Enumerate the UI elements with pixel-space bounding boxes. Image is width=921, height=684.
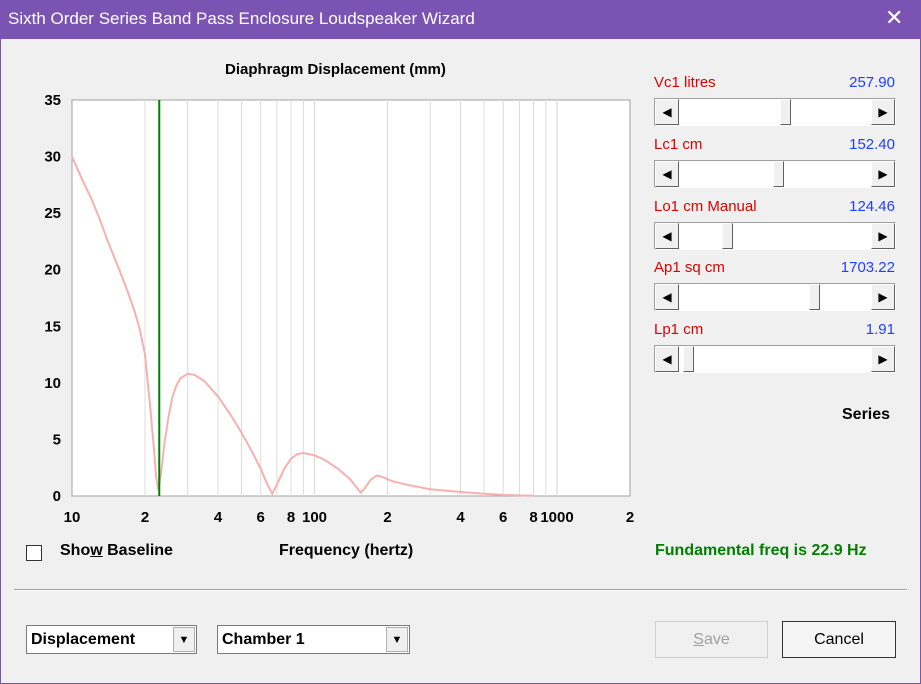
cancel-button[interactable]: Cancel [782, 621, 896, 658]
fundamental-frequency-text: Fundamental freq is 22.9 Hz [655, 542, 867, 559]
chevron-right-icon[interactable]: ▶ [871, 284, 895, 310]
y-tick-label: 30 [44, 149, 61, 166]
close-icon[interactable]: ✕ [885, 5, 904, 30]
chevron-left-icon[interactable]: ◀ [655, 223, 679, 249]
chart-title: Diaphragm Displacement (mm) [225, 61, 446, 78]
series-label: Series [842, 406, 891, 423]
param-value: 152.40 [849, 136, 895, 153]
show-baseline-checkbox[interactable] [26, 545, 42, 561]
scrollbar-thumb[interactable] [722, 223, 734, 249]
x-tick-label: 6 [499, 509, 507, 526]
y-tick-label: 0 [53, 488, 61, 505]
y-tick-label: 20 [44, 262, 61, 279]
chevron-right-icon[interactable]: ▶ [871, 99, 895, 125]
x-tick-labels: 10 2 4 6 8 100 2 4 6 8 1000 2 [64, 509, 635, 526]
x-tick-label: 4 [214, 509, 223, 526]
param-value: 124.46 [849, 198, 895, 215]
y-tick-labels: 0 5 10 15 20 25 30 35 [44, 92, 61, 505]
param-scrollbar[interactable]: ◀ ▶ [654, 345, 896, 373]
scrollbar-thumb[interactable] [809, 284, 821, 310]
scrollbar-thumb[interactable] [773, 161, 785, 187]
y-tick-label: 25 [44, 205, 61, 222]
param-label: Vc1 litres [654, 74, 716, 91]
x-tick-label: 100 [302, 509, 327, 526]
x-tick-label: 8 [529, 509, 537, 526]
param-scrollbar[interactable]: ◀ ▶ [654, 283, 896, 311]
x-tick-label: 2 [383, 509, 391, 526]
param-label: Ap1 sq cm [654, 259, 725, 276]
x-tick-label: 4 [456, 509, 465, 526]
param-scrollbar[interactable]: ◀ ▶ [654, 222, 896, 250]
param-value: 1703.22 [840, 259, 895, 276]
param-scrollbar[interactable]: ◀ ▶ [654, 98, 896, 126]
y-tick-label: 5 [53, 431, 61, 448]
chevron-left-icon[interactable]: ◀ [655, 284, 679, 310]
param-value: 257.90 [849, 74, 895, 91]
grid-lines [144, 100, 558, 496]
chevron-right-icon[interactable]: ▶ [871, 161, 895, 187]
scrollbar-thumb[interactable] [682, 346, 694, 372]
param-value: 1.91 [865, 321, 895, 338]
mode-select-value: Displacement [31, 631, 136, 648]
y-tick-label: 10 [44, 375, 61, 392]
param-label: Lp1 cm [654, 321, 704, 338]
x-tick-label: 8 [287, 509, 295, 526]
chevron-left-icon[interactable]: ◀ [655, 161, 679, 187]
chamber-select-value: Chamber 1 [222, 631, 305, 648]
plot-area [71, 99, 631, 497]
param-scrollbar[interactable]: ◀ ▶ [654, 160, 896, 188]
save-button[interactable]: Save [655, 621, 768, 658]
title-bar: Sixth Order Series Band Pass Enclosure L… [0, 0, 921, 39]
chevron-left-icon[interactable]: ◀ [655, 99, 679, 125]
chevron-down-icon[interactable]: ▼ [173, 627, 195, 652]
x-tick-label: 1000 [540, 509, 573, 526]
scrollbar-thumb[interactable] [780, 99, 792, 125]
param-label: Lo1 cm Manual [654, 198, 757, 215]
divider [14, 589, 907, 591]
x-axis-label: Frequency (hertz) [279, 542, 414, 559]
x-tick-label: 2 [626, 509, 634, 526]
displacement-series-line [71, 156, 534, 497]
chevron-left-icon[interactable]: ◀ [655, 346, 679, 372]
param-label: Lc1 cm [654, 136, 703, 153]
y-tick-label: 35 [44, 92, 61, 109]
chevron-right-icon[interactable]: ▶ [871, 346, 895, 372]
x-tick-label: 10 [64, 509, 81, 526]
chevron-right-icon[interactable]: ▶ [871, 223, 895, 249]
y-tick-label: 15 [44, 318, 61, 335]
window-title: Sixth Order Series Band Pass Enclosure L… [8, 9, 475, 28]
mode-select[interactable]: Displacement ▼ [26, 625, 197, 654]
chevron-down-icon[interactable]: ▼ [386, 627, 408, 652]
show-baseline-label[interactable]: Show Baseline [60, 542, 173, 559]
x-tick-label: 2 [141, 509, 149, 526]
chamber-select[interactable]: Chamber 1 ▼ [217, 625, 410, 654]
x-tick-label: 6 [257, 509, 265, 526]
